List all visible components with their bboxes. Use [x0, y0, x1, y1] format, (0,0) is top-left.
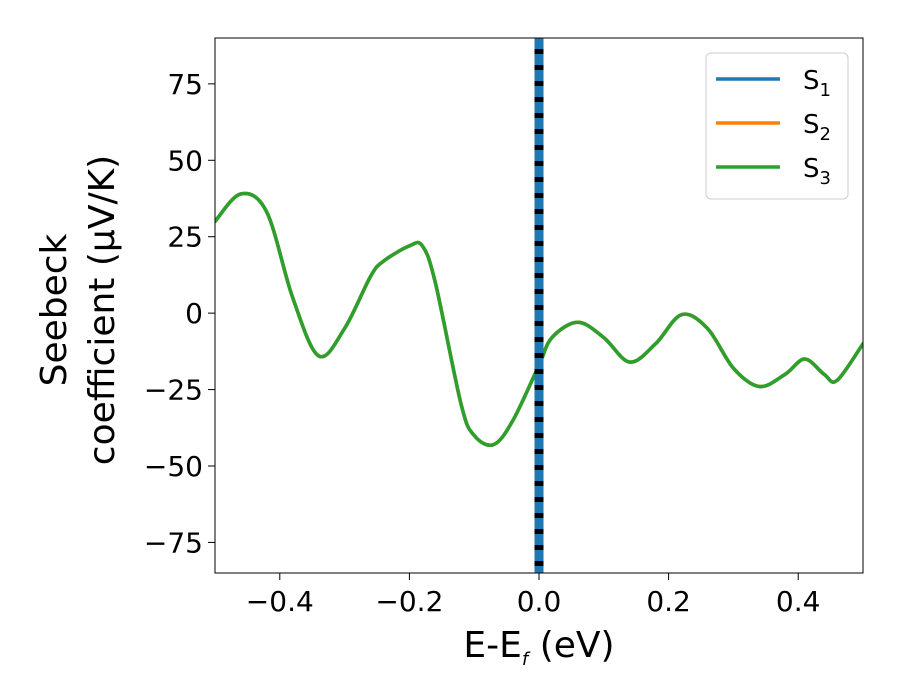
x-tick-label: 0.0 [517, 585, 562, 618]
series-line-s3 [215, 191, 863, 447]
legend: S1 S2 S3 [705, 52, 849, 200]
legend-label-s3: S3 [803, 154, 831, 189]
y-axis-title-line2: coefficient (μV/K) [82, 155, 123, 465]
plot-area [215, 191, 863, 447]
x-tick-label: 0.2 [646, 585, 691, 618]
y-tick-label: −50 [144, 450, 203, 483]
y-axis-title-line1: Seebeck [34, 233, 75, 386]
legend-label-s2: S2 [803, 110, 831, 145]
legend-box [705, 52, 849, 200]
y-tick-label: 50 [167, 144, 203, 177]
x-tick-label: −0.2 [375, 585, 443, 618]
y-tick-label: −25 [144, 374, 203, 407]
y-tick-label: 75 [167, 68, 203, 101]
x-axis-title: E-Ef (eV) [463, 625, 614, 670]
y-tick-label: 0 [185, 297, 203, 330]
x-tick-label: 0.4 [776, 585, 821, 618]
y-tick-label: 25 [167, 221, 203, 254]
y-tick-label: −75 [144, 526, 203, 559]
legend-label-s1: S1 [803, 66, 831, 101]
x-tick-label: −0.4 [246, 585, 314, 618]
